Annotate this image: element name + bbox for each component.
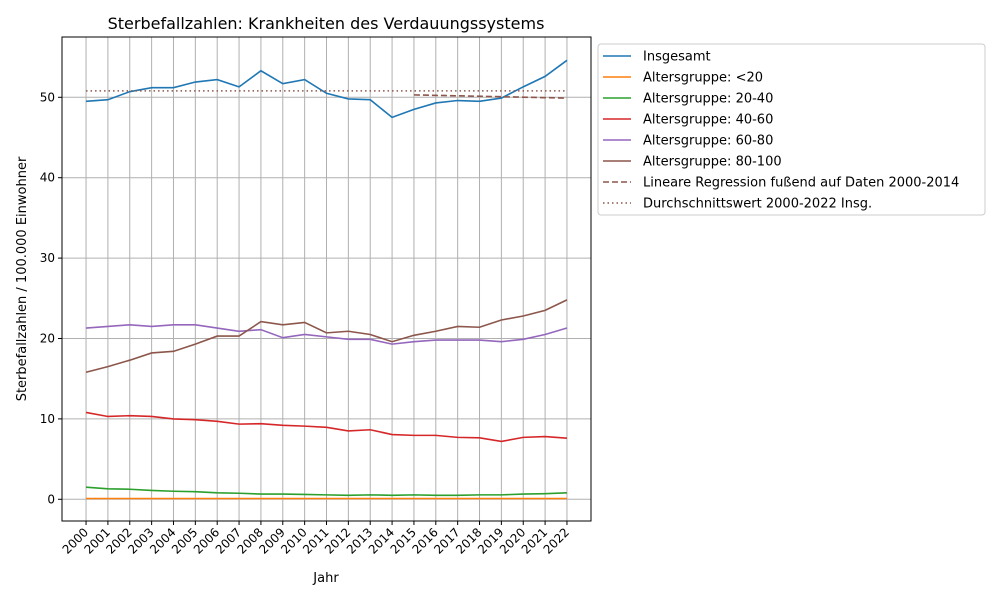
chart-title: Sterbefallzahlen: Krankheiten des Verdau… xyxy=(108,14,545,33)
x-tick-label: 2022 xyxy=(541,525,572,556)
legend-label: Altersgruppe: <20 xyxy=(643,71,763,86)
series-line-5 xyxy=(85,299,568,374)
y-tick-label: 50 xyxy=(40,90,55,104)
x-axis-label: Jahr xyxy=(312,571,339,586)
series-line-6 xyxy=(413,94,567,99)
y-axis-label: Sterbefallzahlen / 100.000 Einwohner xyxy=(15,156,30,401)
y-tick-label: 40 xyxy=(40,171,55,185)
series-line-3 xyxy=(85,411,568,443)
series-line-0 xyxy=(85,59,568,119)
legend-label: Altersgruppe: 80-100 xyxy=(643,155,782,170)
legend-label: Lineare Regression fußend auf Daten 2000… xyxy=(643,176,959,191)
legend: Insgesamt Altersgruppe: <20 Altersgruppe: … xyxy=(597,43,986,216)
legend-label: Insgesamt xyxy=(643,50,711,65)
legend-label: Altersgruppe: 60-80 xyxy=(643,134,773,149)
legend-label: Durchschnittswert 2000-2022 Insg. xyxy=(643,197,872,212)
y-tick-label: 30 xyxy=(40,251,55,265)
series-line-2 xyxy=(85,486,567,497)
series-line-4 xyxy=(85,324,568,345)
y-tick-label: 0 xyxy=(47,492,55,506)
y-tick-label: 20 xyxy=(40,331,55,345)
legend-label: Altersgruppe: 40-60 xyxy=(643,113,773,128)
y-tick-label: 10 xyxy=(40,412,55,426)
legend-label: Altersgruppe: 20-40 xyxy=(643,92,773,107)
